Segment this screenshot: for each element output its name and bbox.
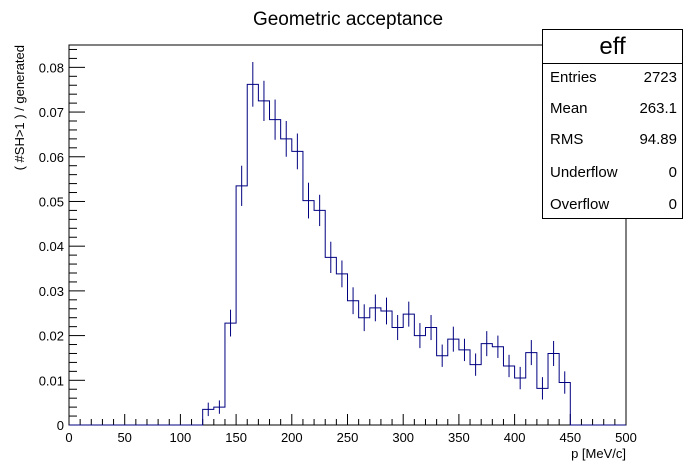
stats-value: 2723 <box>643 69 677 86</box>
stats-label: Entries <box>550 69 597 86</box>
x-tick-label: 400 <box>504 430 526 445</box>
y-axis-label: ( #SH>1 ) / generated <box>12 45 27 170</box>
stats-row-mean: Mean 263.1 <box>543 99 684 119</box>
y-tick-label: 0.01 <box>39 373 64 388</box>
x-axis-ticks <box>68 414 627 425</box>
x-tick-label: 200 <box>281 430 303 445</box>
stats-value: 263.1 <box>639 100 677 117</box>
y-axis-tick-labels: 0 0.01 0.02 0.03 0.04 0.05 0.06 0.07 0.08 <box>39 60 64 433</box>
stats-label: Mean <box>550 100 588 117</box>
x-tick-label: 450 <box>559 430 581 445</box>
y-tick-label: 0.05 <box>39 194 64 209</box>
x-tick-label: 50 <box>117 430 131 445</box>
chart-title: Geometric acceptance <box>252 9 444 30</box>
stats-value: 0 <box>668 164 677 181</box>
stats-label: Underflow <box>550 164 618 181</box>
x-axis-label: p [MeV/c] <box>571 446 626 461</box>
error-bars <box>207 61 566 417</box>
stats-label: Overflow <box>550 196 610 213</box>
stats-value: 94.89 <box>639 131 677 148</box>
y-tick-label: 0.06 <box>39 150 64 165</box>
y-tick-label: 0 <box>57 418 64 433</box>
x-tick-label: 300 <box>392 430 414 445</box>
y-tick-label: 0.02 <box>39 329 64 344</box>
x-tick-label: 500 <box>615 430 637 445</box>
x-tick-label: 350 <box>448 430 470 445</box>
y-tick-label: 0.04 <box>39 239 64 254</box>
y-tick-label: 0.03 <box>39 284 64 299</box>
histogram-line <box>69 83 626 426</box>
stats-row-entries: Entries 2723 <box>543 68 684 88</box>
y-tick-label: 0.07 <box>39 105 64 120</box>
x-tick-label: 150 <box>225 430 247 445</box>
x-tick-label: 250 <box>337 430 359 445</box>
stats-box-name: eff <box>543 30 682 64</box>
stats-value: 0 <box>668 196 677 213</box>
stats-label: RMS <box>550 131 584 148</box>
x-tick-label: 0 <box>65 430 72 445</box>
x-axis-tick-labels: 0 50 100 150 200 250 300 350 400 450 500 <box>65 430 636 445</box>
stats-row-underflow: Underflow 0 <box>543 163 684 183</box>
y-axis-ticks <box>69 48 85 426</box>
x-tick-label: 100 <box>170 430 192 445</box>
stats-box: eff Entries 2723 Mean 263.1 RMS 94.89 Un… <box>542 29 683 219</box>
y-tick-label: 0.08 <box>39 60 64 75</box>
stats-row-rms: RMS 94.89 <box>543 130 684 150</box>
stats-row-overflow: Overflow 0 <box>543 195 684 215</box>
